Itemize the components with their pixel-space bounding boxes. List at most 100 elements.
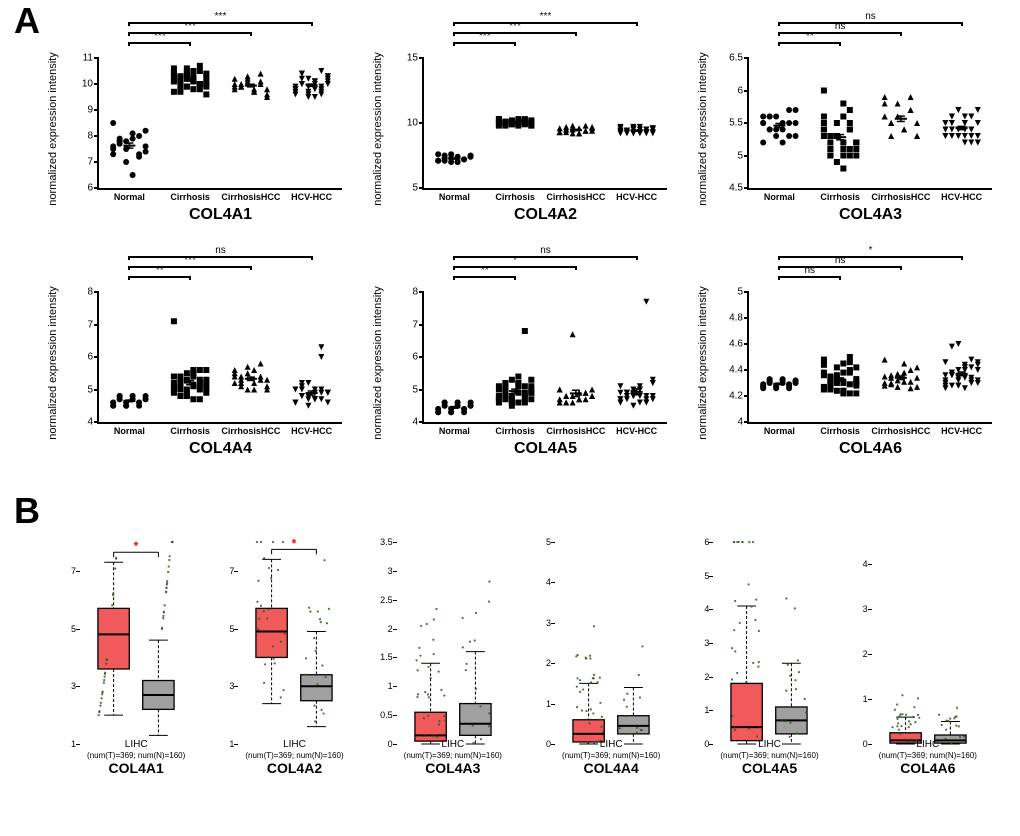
xtick-label: CirrhosisHCC <box>221 192 280 202</box>
box-ytick-label: 3 <box>533 618 551 628</box>
ytick-label: 6 <box>71 352 93 363</box>
box-ytick-label: 3 <box>375 566 393 576</box>
ytick-label: 4 <box>71 417 93 428</box>
box-ytick-label: 1 <box>375 681 393 691</box>
scatter-chart-col4a4: normalized expression intensity45678Norm… <box>55 250 350 476</box>
box-caption: LIHC(num(T)=369; num(N)=160)COL4A4 <box>562 740 660 776</box>
ytick-label: 6.5 <box>721 53 743 64</box>
box-ytick-label: 2 <box>691 672 709 682</box>
xtick-label: Cirrhosis <box>170 192 210 202</box>
ytick-label: 4.2 <box>721 391 743 402</box>
ytick-label: 4 <box>396 417 418 428</box>
box-plot-area: 0123456LIHC(num(T)=369; num(N)=160)COL4A… <box>713 542 825 744</box>
box-ytick-label: 4 <box>850 559 868 569</box>
xtick-label: CirrhosisHCC <box>546 192 605 202</box>
scatter-plot-area: 45678NormalCirrhosisCirrhosisHCCHCV-HCC*… <box>97 292 342 424</box>
svg-text:*: * <box>292 536 297 550</box>
ytick-label: 4.5 <box>721 183 743 194</box>
box-ytick-label: 1 <box>58 739 76 749</box>
chart-title: COL4A6 <box>839 440 902 458</box>
box-ytick-label: 2 <box>375 624 393 634</box>
box-ytick-label: 5 <box>691 571 709 581</box>
boxplot-col4a3: 0 0.5 1 1.5 2 2.5 3 3.5 LIHC(num(T)=369; num(N)=… <box>367 538 515 788</box>
scatter-chart-col4a1: normalized expression intensity67891011N… <box>55 16 350 242</box>
ytick-label: 4 <box>721 417 743 428</box>
scatter-ylabel: normalized expression intensity <box>372 286 384 439</box>
scatter-ylabel: normalized expression intensity <box>697 286 709 439</box>
scatter-ylabel: normalized expression intensity <box>47 52 59 205</box>
xtick-label: Cirrhosis <box>495 192 535 202</box>
xtick-label: HCV-HCC <box>616 192 657 202</box>
svg-text:*: * <box>134 539 139 553</box>
box-caption: LIHC(num(T)=369; num(N)=160)COL4A2 <box>245 740 343 776</box>
ytick-label: 7 <box>71 157 93 168</box>
xtick-label: Cirrhosis <box>495 426 535 436</box>
xtick-label: HCV-HCC <box>616 426 657 436</box>
ytick-label: 5 <box>721 287 743 298</box>
ytick-label: 7 <box>396 319 418 330</box>
box-caption: LIHC(num(T)=369; num(N)=160)COL4A3 <box>404 740 502 776</box>
ytick-label: 9 <box>71 105 93 116</box>
scatter-ylabel: normalized expression intensity <box>47 286 59 439</box>
ytick-label: 4.4 <box>721 365 743 376</box>
chart-title: COL4A2 <box>514 206 577 224</box>
box-ytick-label: 2.5 <box>375 595 393 605</box>
sig-label: * <box>869 245 873 256</box>
box-ytick-label: 0 <box>691 739 709 749</box>
xtick-label: HCV-HCC <box>941 192 982 202</box>
panel-a-label: A <box>14 0 40 42</box>
ytick-label: 4.8 <box>721 313 743 324</box>
box-ytick-label: 0 <box>375 739 393 749</box>
panel-a-grid: normalized expression intensity67891011N… <box>55 16 1000 476</box>
box-caption: LIHC(num(T)=369; num(N)=160)COL4A5 <box>720 740 818 776</box>
xtick-label: Cirrhosis <box>820 426 860 436</box>
figure-root: A B normalized expression intensity67891… <box>0 0 1020 836</box>
ytick-label: 5.5 <box>721 118 743 129</box>
box-ytick-label: 3 <box>691 638 709 648</box>
ytick-label: 6 <box>396 352 418 363</box>
box-ytick-label: 1.5 <box>375 652 393 662</box>
box-ytick-label: 3 <box>850 604 868 614</box>
boxplot-svg <box>872 542 984 744</box>
scatter-ylabel: normalized expression intensity <box>372 52 384 205</box>
scatter-points-svg <box>99 58 342 188</box>
xtick-label: Normal <box>439 192 470 202</box>
box-ytick-label: 4 <box>691 604 709 614</box>
scatter-points-svg <box>749 58 992 188</box>
xtick-label: CirrhosisHCC <box>871 426 930 436</box>
ytick-label: 15 <box>396 53 418 64</box>
box-ytick-label: 5 <box>58 624 76 634</box>
box-plot-area: 01234LIHC(num(T)=369; num(N)=160)COL4A6 <box>872 542 984 744</box>
box-ytick-label: 1 <box>691 705 709 715</box>
box-ytick-label: 3 <box>216 681 234 691</box>
sig-label: *** <box>540 11 552 22</box>
box-ytick-label: 3 <box>58 681 76 691</box>
chart-title: COL4A3 <box>839 206 902 224</box>
boxplot-svg <box>713 542 825 744</box>
sig-label: *** <box>215 11 227 22</box>
xtick-label: Normal <box>764 192 795 202</box>
box-ytick-label: 5 <box>216 624 234 634</box>
box-ytick-label: 3.5 <box>375 537 393 547</box>
box-ytick-label: 7 <box>216 566 234 576</box>
boxplot-col4a2: 1357*LIHC(num(T)=369; num(N)=160)COL4A2 <box>208 538 356 788</box>
boxplot-svg: * <box>238 542 350 744</box>
scatter-points-svg <box>99 292 342 422</box>
box-plot-area: 1357*LIHC(num(T)=369; num(N)=160)COL4A1 <box>80 542 192 744</box>
box-ytick-label: 7 <box>58 566 76 576</box>
boxplot-col4a5: 0123456LIHC(num(T)=369; num(N)=160)COL4A… <box>683 538 831 788</box>
box-plot-area: 00.511.522.533.5LIHC(num(T)=369; num(N)=… <box>397 542 509 744</box>
box-ytick-label: 0.5 <box>375 710 393 720</box>
box-ytick-label: 1 <box>216 739 234 749</box>
ytick-label: 4.6 <box>721 339 743 350</box>
scatter-ylabel: normalized expression intensity <box>697 52 709 205</box>
box-ytick-label: 0 <box>850 739 868 749</box>
box-ytick-label: 2 <box>533 658 551 668</box>
box-ytick-label: 1 <box>850 694 868 704</box>
scatter-plot-area: 4.555.566.5NormalCirrhosisCirrhosisHCCHC… <box>747 58 992 190</box>
boxplot-svg: * <box>80 542 192 744</box>
scatter-points-svg <box>424 292 667 422</box>
xtick-label: Normal <box>114 426 145 436</box>
boxplot-svg <box>555 542 667 744</box>
scatter-points-svg <box>749 292 992 422</box>
